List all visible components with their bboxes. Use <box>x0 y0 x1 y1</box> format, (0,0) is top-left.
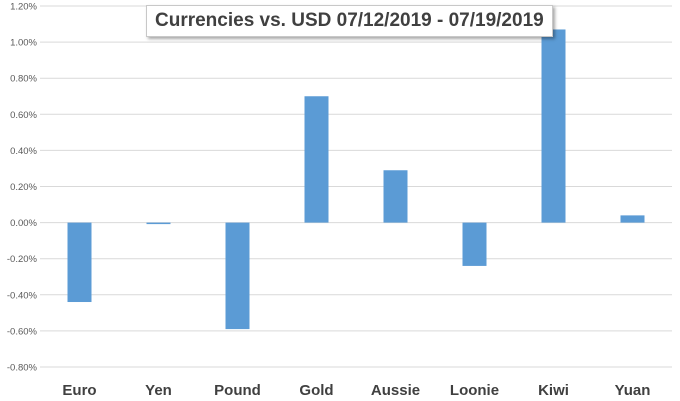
y-tick-label: 0.20% <box>10 182 37 193</box>
x-tick-label: Aussie <box>371 382 420 399</box>
x-tick-label: Gold <box>299 382 333 399</box>
x-tick-label: Pound <box>214 382 261 399</box>
y-tick-label: 0.40% <box>10 146 37 157</box>
x-tick-label: Yen <box>145 382 172 399</box>
chart-title-box: Currencies vs. USD 07/12/2019 - 07/19/20… <box>146 5 553 37</box>
bar <box>304 96 329 223</box>
bar <box>67 222 92 303</box>
y-tick-label: -0.20% <box>7 254 38 265</box>
y-tick-label: -0.80% <box>7 363 38 374</box>
y-tick-label: 0.80% <box>10 74 37 85</box>
bar <box>225 222 250 330</box>
x-tick-label: Kiwi <box>538 382 569 399</box>
x-tick-label: Euro <box>62 382 96 399</box>
chart-title: Currencies vs. USD 07/12/2019 - 07/19/20… <box>155 10 544 31</box>
bar <box>620 215 645 223</box>
bar <box>462 222 487 266</box>
bar <box>383 170 408 223</box>
y-tick-label: -0.40% <box>7 290 38 301</box>
bar <box>146 222 171 225</box>
x-tick-label: Loonie <box>450 382 499 399</box>
y-tick-label: 1.20% <box>10 2 37 13</box>
y-tick-label: 0.60% <box>10 110 37 121</box>
y-tick-label: 1.00% <box>10 38 37 49</box>
y-tick-label: -0.60% <box>7 326 38 337</box>
x-tick-label: Yuan <box>615 382 651 399</box>
y-tick-label: 0.00% <box>10 218 37 229</box>
bar <box>541 29 566 223</box>
